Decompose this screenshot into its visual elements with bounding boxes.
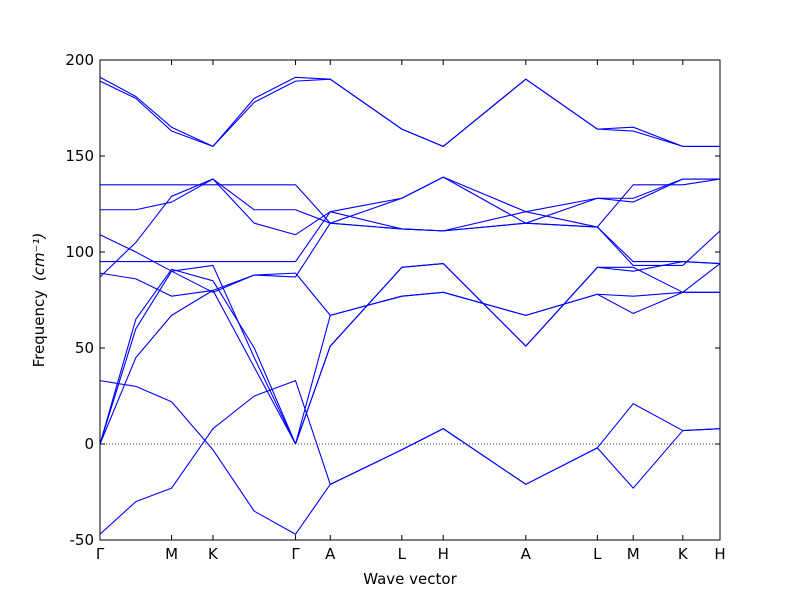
x-tick-label: K bbox=[208, 545, 219, 563]
x-tick-label: A bbox=[325, 545, 336, 563]
branch-line-3 bbox=[99, 289, 720, 445]
y-tick-label: 100 bbox=[65, 243, 94, 261]
y-axis-label-unit: (cm⁻¹) bbox=[30, 233, 48, 282]
x-tick-label: A bbox=[521, 545, 532, 563]
series-layer bbox=[99, 76, 721, 535]
y-tick-label: 50 bbox=[75, 339, 94, 357]
x-tick-label: Γ bbox=[291, 545, 300, 563]
branch-line-6 bbox=[99, 272, 720, 316]
x-tick-label: L bbox=[398, 545, 407, 563]
branch-line-11 bbox=[100, 178, 721, 232]
branch-line-2 bbox=[99, 380, 721, 535]
branch-line-1 bbox=[99, 380, 721, 535]
branch-line-10 bbox=[99, 176, 720, 278]
branch-line-5 bbox=[99, 262, 721, 445]
x-tick-label: Γ bbox=[96, 545, 105, 563]
plot-frame bbox=[99, 59, 721, 541]
branch-line-12 bbox=[99, 78, 720, 147]
branch-line-4 bbox=[99, 261, 721, 445]
y-tick-label: 0 bbox=[84, 435, 94, 453]
x-tick-label: K bbox=[678, 545, 689, 563]
y-axis-label: Frequency (cm⁻¹) bbox=[30, 233, 48, 368]
branch-line-8 bbox=[100, 211, 721, 265]
x-tick-label: M bbox=[165, 545, 178, 563]
x-tick-label: L bbox=[593, 545, 602, 563]
x-axis-label: Wave vector bbox=[363, 570, 457, 588]
tick-layer: -50 0 50 100 150 200 Γ M K Γ A L H A L M K H bbox=[65, 51, 725, 563]
x-tick-label: M bbox=[627, 545, 640, 563]
y-tick-label: -50 bbox=[70, 531, 95, 549]
y-tick-label: 200 bbox=[65, 51, 94, 69]
branch-line-7 bbox=[99, 176, 720, 293]
x-tick-label: H bbox=[714, 545, 725, 563]
branch-line-13 bbox=[99, 76, 720, 147]
x-tick-label: H bbox=[438, 545, 449, 563]
y-tick-label: 150 bbox=[65, 147, 94, 165]
y-axis-label-text: Frequency bbox=[30, 290, 48, 368]
